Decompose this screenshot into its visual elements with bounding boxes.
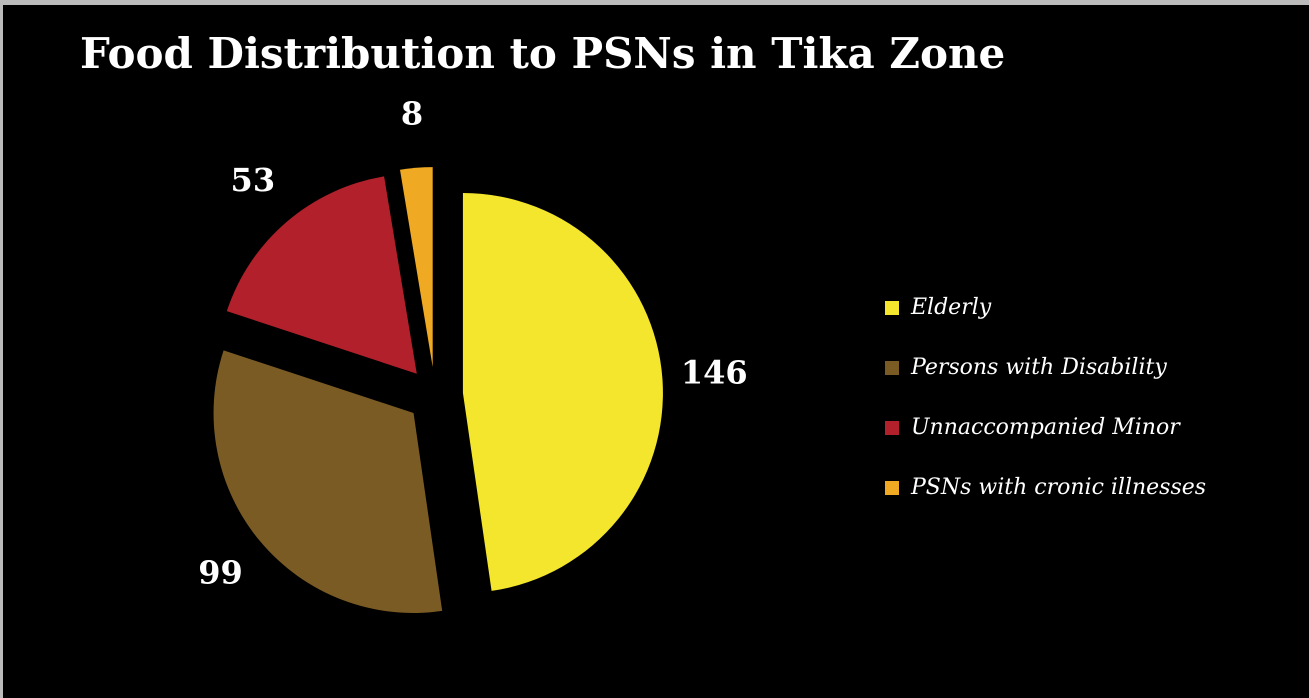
data-label: 99 xyxy=(198,553,243,591)
legend-label: PSNs with cronic illnesses xyxy=(910,475,1206,500)
chart-title: Food Distribution to PSNs in Tika Zone xyxy=(80,29,1005,78)
pie-slice xyxy=(462,192,663,591)
legend-label: Persons with Disability xyxy=(910,355,1167,380)
pie-slice xyxy=(213,350,443,613)
data-label: 53 xyxy=(231,161,276,199)
legend-swatch xyxy=(885,361,899,375)
data-label: 146 xyxy=(681,353,748,391)
legend-swatch xyxy=(885,301,899,315)
left-border xyxy=(0,0,3,698)
data-label: 8 xyxy=(401,94,423,132)
legend-label: Elderly xyxy=(910,295,992,320)
legend-swatch xyxy=(885,481,899,495)
top-border xyxy=(0,0,1309,5)
pie-slice xyxy=(226,176,417,374)
pie-slice xyxy=(399,167,433,368)
legend-swatch xyxy=(885,421,899,435)
legend-label: Unnaccompanied Minor xyxy=(911,415,1181,440)
